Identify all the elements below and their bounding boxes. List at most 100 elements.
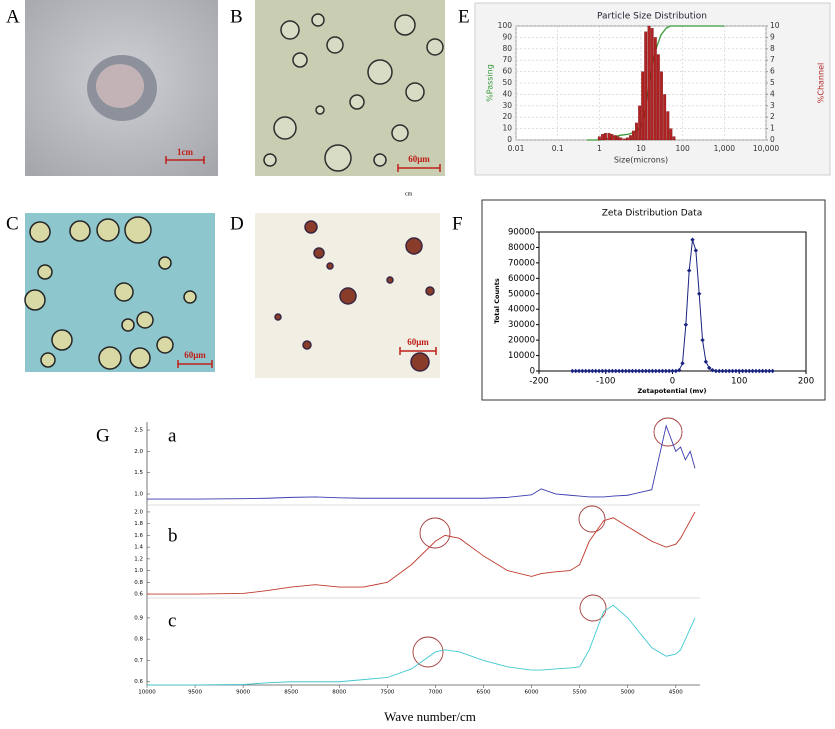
y-tick-label: 1.0 bbox=[134, 568, 143, 574]
point bbox=[693, 248, 699, 253]
point bbox=[673, 368, 679, 374]
x-tick-label: 1 bbox=[597, 144, 602, 153]
x-tick-label: 10 bbox=[636, 144, 646, 153]
bar bbox=[597, 136, 601, 141]
panel-label: b bbox=[168, 525, 178, 546]
point bbox=[707, 365, 712, 371]
bar bbox=[619, 137, 623, 141]
panel-label: A bbox=[6, 6, 20, 27]
x-tick-label: 5500 bbox=[573, 690, 587, 696]
y-tick-label: 1.6 bbox=[134, 533, 143, 539]
point bbox=[683, 322, 689, 327]
point bbox=[586, 368, 592, 374]
droplet-core bbox=[96, 64, 144, 108]
point bbox=[620, 368, 625, 374]
point bbox=[573, 368, 578, 374]
x-tick-label: 0.1 bbox=[552, 144, 564, 153]
scale-bar bbox=[399, 347, 437, 355]
y2-tick-label: 7 bbox=[770, 55, 775, 64]
point bbox=[750, 368, 755, 374]
point bbox=[747, 368, 752, 374]
panel-label: C bbox=[6, 213, 19, 234]
bar bbox=[669, 128, 673, 141]
plot-area bbox=[538, 231, 807, 372]
x-tick-label: 7000 bbox=[428, 690, 442, 696]
x-tick-label: 0.01 bbox=[508, 144, 525, 153]
y-tick-label: 30000 bbox=[508, 320, 535, 330]
x-tick-label: 1,000 bbox=[714, 144, 736, 153]
point bbox=[606, 368, 612, 374]
point bbox=[590, 368, 595, 374]
point bbox=[720, 368, 725, 374]
y2-tick-label: 8 bbox=[770, 44, 775, 53]
scale-label: 60μm bbox=[408, 154, 430, 164]
y-tick-label: 0.8 bbox=[134, 637, 143, 643]
x-tick-label: 9500 bbox=[188, 690, 202, 696]
spectrum-line bbox=[147, 604, 696, 686]
y-tick-label: 2.0 bbox=[134, 509, 143, 515]
panel-label: F bbox=[452, 213, 463, 234]
x-tick-label: 6500 bbox=[476, 690, 490, 696]
x-tick-label: 5000 bbox=[621, 690, 635, 696]
point bbox=[623, 368, 628, 374]
bar bbox=[647, 25, 651, 141]
point bbox=[686, 268, 692, 273]
y-tick-label: 0.9 bbox=[134, 615, 143, 621]
x-axis-label: Wave number/cm bbox=[384, 709, 476, 724]
point bbox=[636, 368, 642, 374]
y-tick-label: 20000 bbox=[508, 336, 535, 346]
point bbox=[763, 368, 769, 374]
point bbox=[570, 368, 575, 374]
bar bbox=[607, 133, 611, 141]
y-tick-label: 30 bbox=[502, 101, 512, 110]
y2-tick-label: 2 bbox=[770, 112, 775, 121]
point bbox=[616, 368, 622, 374]
scale-bar bbox=[397, 164, 441, 172]
y-tick-label: 40 bbox=[502, 89, 512, 98]
bar bbox=[601, 134, 605, 141]
y-tick-label: 0.8 bbox=[134, 580, 143, 586]
point bbox=[676, 368, 682, 373]
point bbox=[743, 368, 749, 374]
x-tick-label: 8500 bbox=[284, 690, 298, 696]
scale-label: 60μm bbox=[184, 350, 206, 360]
y-tick-label: 1.5 bbox=[134, 470, 143, 476]
y-tick-label: 10000 bbox=[508, 351, 535, 361]
bar bbox=[656, 54, 660, 141]
point bbox=[733, 368, 739, 374]
point bbox=[737, 368, 742, 374]
panel-label: E bbox=[458, 6, 470, 27]
point bbox=[666, 368, 672, 374]
bar bbox=[625, 137, 629, 141]
point bbox=[643, 368, 648, 374]
panel-label: B bbox=[230, 6, 243, 27]
x-tick-label: 100 bbox=[731, 377, 747, 387]
point bbox=[760, 368, 765, 374]
bar bbox=[603, 133, 607, 141]
x-tick-label: 6000 bbox=[525, 690, 539, 696]
point bbox=[757, 368, 762, 374]
point bbox=[580, 368, 585, 374]
x-tick-label: 10,000 bbox=[753, 144, 779, 153]
separator bbox=[147, 504, 700, 599]
scale-label: 1cm bbox=[177, 147, 193, 157]
y-tick-label: 80 bbox=[502, 44, 512, 53]
x-tick-label: 0 bbox=[670, 377, 675, 387]
point bbox=[727, 368, 732, 374]
y-tick-label: 90 bbox=[502, 32, 512, 41]
point bbox=[660, 368, 665, 374]
x-axis-label: Size(microns) bbox=[614, 156, 668, 165]
point bbox=[723, 368, 729, 374]
bar bbox=[610, 134, 614, 141]
y-tick-label: 60000 bbox=[508, 274, 535, 284]
point bbox=[613, 368, 618, 374]
panel-label: D bbox=[230, 213, 244, 234]
bar bbox=[660, 71, 663, 141]
y-tick-label: 40000 bbox=[508, 305, 535, 315]
x-tick-label: 100 bbox=[676, 144, 691, 153]
point bbox=[740, 368, 745, 374]
droplets bbox=[24, 216, 197, 370]
spectrum-line bbox=[147, 424, 696, 500]
point bbox=[630, 368, 635, 374]
